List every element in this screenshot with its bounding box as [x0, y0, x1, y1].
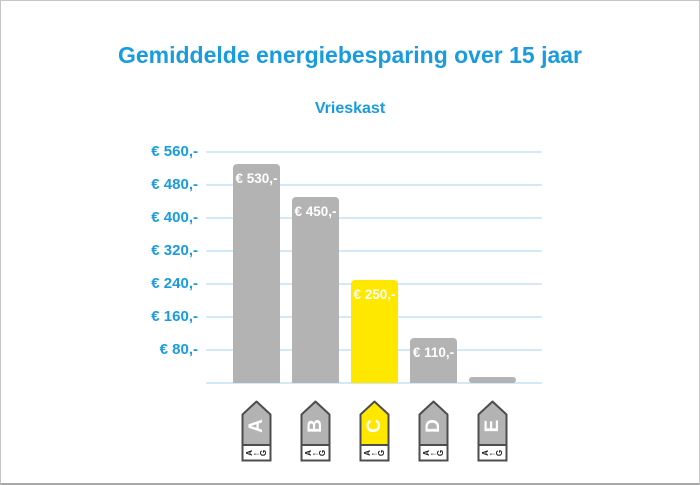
bar-value-label: € 530,- — [235, 171, 278, 186]
bar-value-label: € 110,- — [412, 345, 455, 360]
tag-outline — [418, 400, 449, 462]
gridline — [206, 250, 542, 252]
energy-label-d: D A ← G — [418, 400, 449, 462]
scale-best-letter: A — [422, 450, 431, 456]
energy-label-c: C A ← G — [359, 400, 390, 462]
scale-worst-letter: G — [318, 450, 327, 456]
chart-subtitle: Vrieskast — [314, 100, 386, 117]
y-tick-label: € 400,- — [151, 209, 198, 226]
y-tick-label: € 560,- — [151, 143, 198, 160]
scale-arrow-icon: ← — [311, 448, 320, 458]
bar-value-label: € 450,- — [294, 204, 337, 219]
scale-arrow-icon: ← — [370, 448, 379, 458]
gridline — [206, 184, 542, 186]
tag-letter: D — [423, 419, 444, 433]
bar-d: € 110,- — [410, 338, 457, 383]
tag-letter: C — [364, 419, 385, 433]
scale-worst-letter: G — [495, 450, 504, 456]
gridline — [206, 151, 542, 153]
energy-label-a: A A ← G — [241, 400, 272, 462]
tag-letter: E — [482, 420, 503, 433]
tag-letter: A — [246, 419, 267, 433]
gridline — [206, 382, 542, 384]
scale-arrow-icon: ← — [488, 448, 497, 458]
bar-c: € 250,- — [351, 280, 398, 383]
scale-worst-letter: G — [377, 450, 386, 456]
scale-best-letter: A — [304, 450, 313, 456]
tag-outline — [300, 400, 331, 462]
y-tick-label: € 80,- — [159, 341, 198, 358]
bar-b: € 450,- — [292, 197, 339, 383]
scale-arrow-icon: ← — [252, 448, 261, 458]
tag-outline — [477, 400, 508, 462]
energy-label-b: B A ← G — [300, 400, 331, 462]
bar-e — [469, 377, 516, 383]
y-tick-label: € 160,- — [151, 308, 198, 325]
bar-a: € 530,- — [233, 164, 280, 383]
bar-value-label: € 250,- — [353, 287, 396, 302]
y-tick-label: € 480,- — [151, 176, 198, 193]
tag-letter: B — [305, 419, 326, 433]
scale-worst-letter: G — [259, 450, 268, 456]
scale-best-letter: A — [245, 450, 254, 456]
gridline — [206, 217, 542, 219]
y-tick-label: € 240,- — [151, 275, 198, 292]
chart-title: Gemiddelde energiebesparing over 15 jaar — [117, 42, 583, 68]
energy-label-e: E A ← G — [477, 400, 508, 462]
scale-arrow-icon: ← — [429, 448, 438, 458]
scale-best-letter: A — [481, 450, 490, 456]
y-tick-label: € 320,- — [151, 242, 198, 259]
scale-worst-letter: G — [436, 450, 445, 456]
tag-outline — [359, 400, 390, 462]
tag-outline — [241, 400, 272, 462]
scale-best-letter: A — [363, 450, 372, 456]
